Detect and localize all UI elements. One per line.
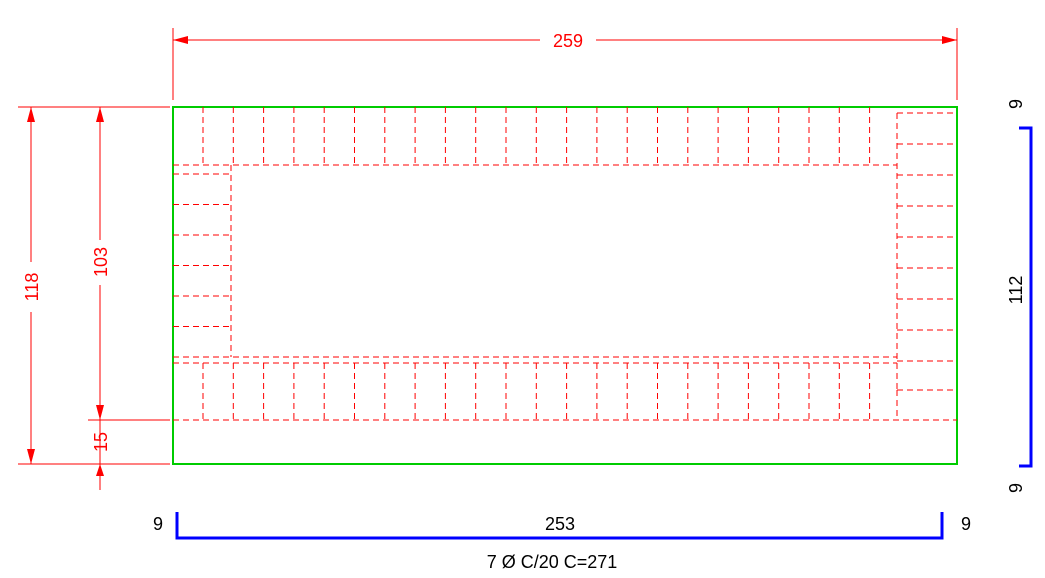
dashed-hatch <box>173 107 957 421</box>
slab-outline <box>172 106 958 465</box>
dim-left-bottom <box>96 420 104 490</box>
bottom-bar-spec-label: 7 Ø C/20 C=271 <box>487 552 618 572</box>
right-length-label: 112 <box>1006 276 1026 305</box>
dim-left-outer-label: 118 <box>22 273 42 302</box>
bottom-rebar-shape <box>175 512 944 540</box>
dim-left-inner <box>88 107 170 421</box>
bottom-left-hook-label: 9 <box>153 514 163 534</box>
right-top-hook-label: 9 <box>1006 99 1026 109</box>
dim-top-width <box>172 28 958 100</box>
bottom-length-label: 253 <box>545 514 575 534</box>
dim-left-outer <box>18 106 170 465</box>
right-bottom-hook-label: 9 <box>1006 483 1026 493</box>
dim-left-bottom-label: 15 <box>91 432 111 452</box>
right-rebar-shape <box>1019 126 1033 468</box>
dim-top-width-label: 259 <box>553 31 583 51</box>
bottom-right-hook-label: 9 <box>961 514 971 534</box>
dim-left-inner-label: 103 <box>91 247 111 277</box>
